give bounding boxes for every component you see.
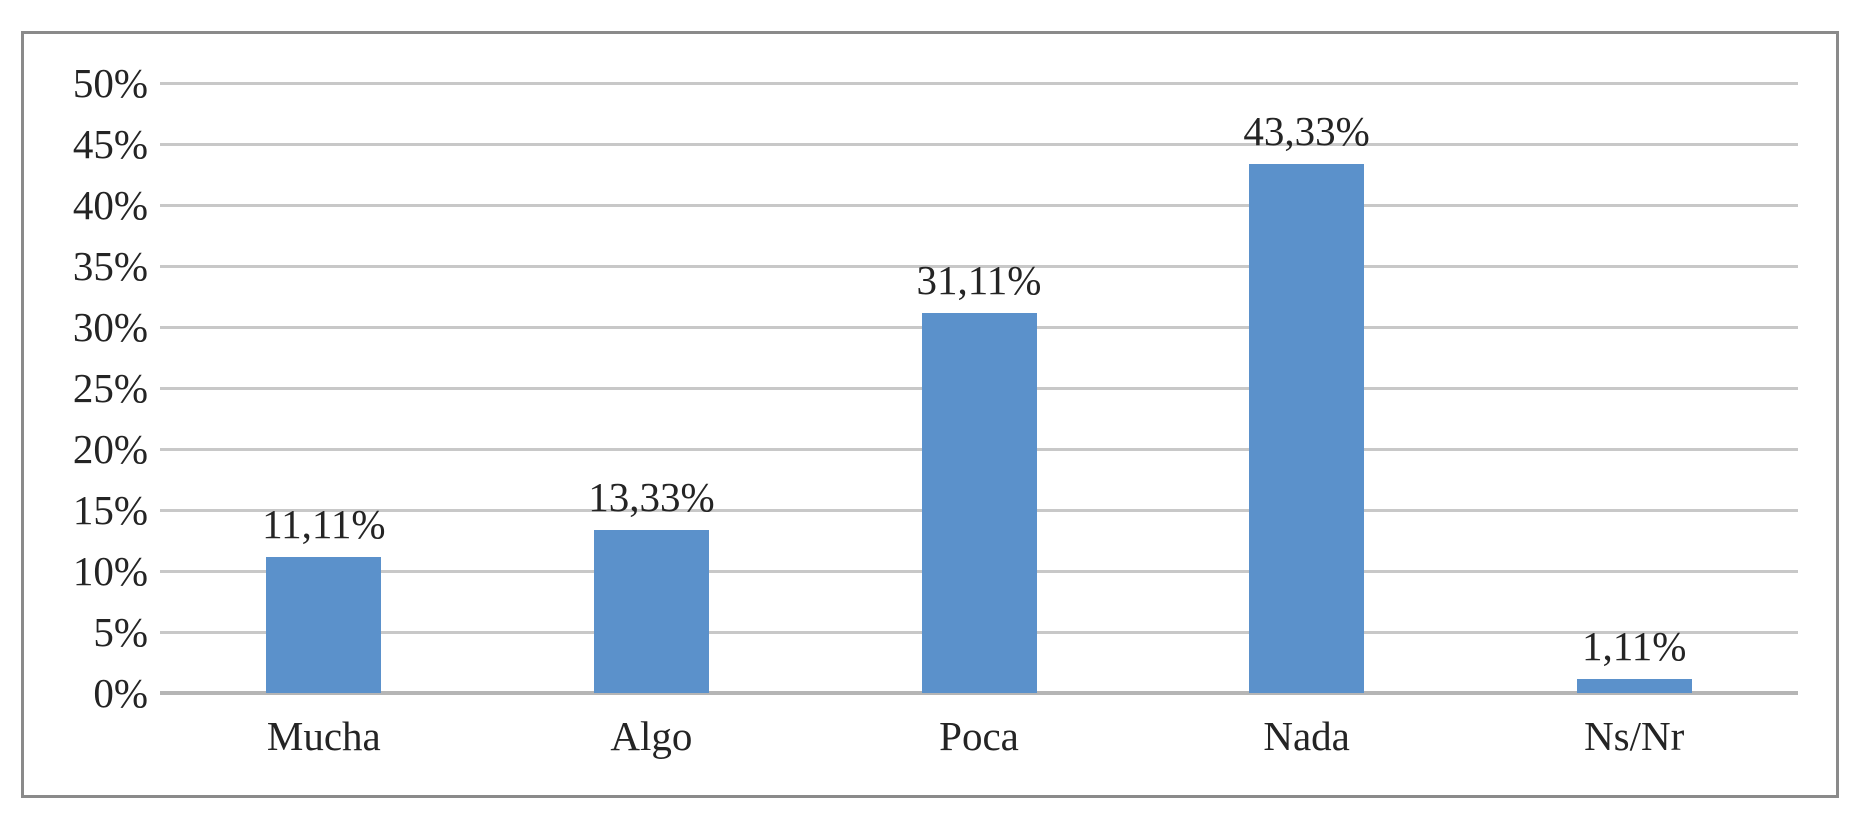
y-tick-label: 10% bbox=[72, 548, 148, 594]
gridline bbox=[160, 265, 1798, 268]
x-category-label: Nada bbox=[1263, 713, 1350, 759]
bar bbox=[593, 530, 709, 693]
bar-value-label: 13,33% bbox=[588, 474, 715, 521]
bar-value-label: 11,11% bbox=[262, 501, 386, 548]
gridline bbox=[160, 82, 1798, 85]
y-tick-label: 45% bbox=[72, 121, 148, 167]
y-tick-label: 40% bbox=[72, 182, 148, 228]
gridline bbox=[160, 143, 1798, 146]
gridline bbox=[160, 204, 1798, 207]
bar bbox=[921, 313, 1037, 693]
y-tick-label: 5% bbox=[93, 609, 148, 655]
bar bbox=[1576, 679, 1692, 693]
x-category-label: Ns/Nr bbox=[1584, 713, 1685, 759]
bar-value-label: 1,11% bbox=[1581, 623, 1687, 670]
bar bbox=[266, 557, 382, 693]
y-tick-label: 25% bbox=[72, 365, 148, 411]
y-tick-label: 35% bbox=[72, 243, 148, 289]
bar-value-label: 31,11% bbox=[916, 257, 1042, 304]
y-tick-label: 0% bbox=[93, 670, 148, 716]
x-category-label: Poca bbox=[939, 713, 1019, 759]
zero-axis-line bbox=[160, 691, 1798, 695]
x-category-label: Algo bbox=[610, 713, 693, 759]
bar-value-label: 43,33% bbox=[1243, 108, 1370, 155]
y-tick-label: 20% bbox=[72, 426, 148, 472]
plot-area: 11,11% 13,33% 31,11% 43,33% 1,11% bbox=[160, 82, 1798, 695]
y-tick-label: 15% bbox=[72, 487, 148, 533]
y-tick-label: 30% bbox=[72, 304, 148, 350]
y-tick-label: 50% bbox=[72, 60, 148, 106]
x-category-label: Mucha bbox=[266, 713, 381, 759]
bar bbox=[1249, 164, 1365, 693]
chart-frame: 11,11% 13,33% 31,11% 43,33% 1,11% 0% 5% 10% 15%… bbox=[21, 31, 1839, 798]
